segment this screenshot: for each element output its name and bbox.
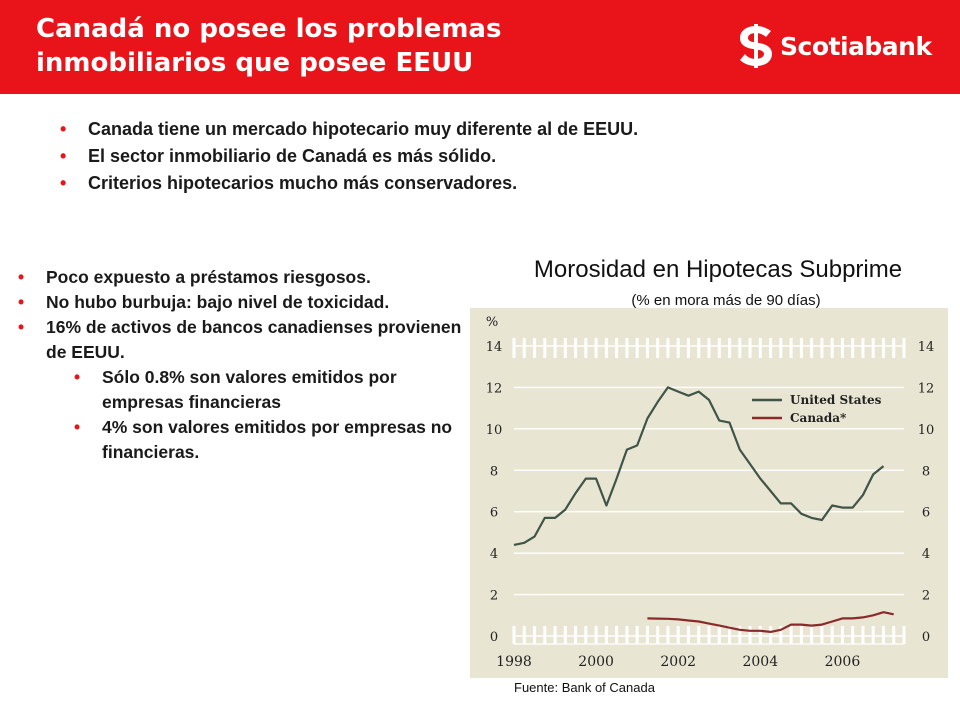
x-tick-label: 2000	[578, 654, 614, 670]
slide-title-line-2: inmobiliarios que posee EEUU	[36, 48, 474, 78]
delinquency-line-chart: 0 0 2 2 4 4 6 6 8 8 10 10 12 12 14 14% 1998 2000 2002 2004 2…	[470, 308, 948, 678]
legend-label: United States	[790, 393, 882, 407]
bullet-text: Criterios hipotecarios mucho más conserv…	[88, 173, 518, 193]
y-tick-label-left: 14	[486, 340, 503, 355]
top-bullet-list: • Canada tiene un mercado hipotecario muy…	[60, 116, 638, 197]
y-tick-label-right: 0	[922, 630, 930, 645]
left-bullet-item: • No hubo burbuja: bajo nivel de toxicida…	[18, 290, 466, 315]
bullet-text: Canada tiene un mercado hipotecario muy …	[88, 119, 639, 139]
x-tick-label: 1998	[496, 654, 532, 670]
left-sub-bullet-item: • 4% son valores emitidos por empresas no…	[74, 415, 466, 465]
top-bullet-item: • Canada tiene un mercado hipotecario muy…	[60, 116, 638, 143]
series-line-canada	[647, 611, 894, 633]
legend-label: Canada*	[790, 411, 847, 425]
title-banner: Canadá no posee los problemas inmobiliar…	[0, 0, 960, 94]
y-tick-label-left: 12	[486, 381, 503, 396]
bullet-text: 16% de activos de bancos canadienses pro…	[46, 317, 462, 362]
top-bullet-item: • Criterios hipotecarios mucho más conser…	[60, 170, 638, 197]
bullet-dot: •	[60, 146, 67, 166]
y-tick-label-left: 6	[490, 506, 498, 521]
left-sub-bullet-item: • Sólo 0.8% son valores emitidos por empr…	[74, 365, 466, 415]
y-tick-label-right: 4	[922, 547, 930, 562]
left-bullet-item: • Poco expuesto a préstamos riesgosos.	[18, 265, 466, 290]
bullet-dot: •	[18, 267, 25, 287]
y-tick-label-right: 12	[918, 381, 935, 396]
chart-panel: 0 0 2 2 4 4 6 6 8 8 10 10 12 12 14 14% 1998 2000 2002 2004 2…	[470, 308, 948, 678]
y-tick-label-left: 4	[490, 547, 498, 562]
y-tick-label-right: 10	[918, 423, 935, 438]
y-tick-label-left: 8	[490, 464, 498, 479]
left-bullet-item: • 16% de activos de bancos canadienses pr…	[18, 315, 466, 365]
series-line-united-states	[513, 386, 885, 546]
bullet-dot: •	[60, 173, 67, 193]
bullet-text: Poco expuesto a préstamos riesgosos.	[46, 267, 371, 287]
slide-title-line-1: Canadá no posee los problemas	[36, 14, 502, 44]
scotiabank-logo: Scotiabank	[736, 24, 932, 68]
y-tick-label-right: 6	[922, 506, 930, 521]
left-bullet-list: • Poco expuesto a préstamos riesgosos. • N…	[18, 265, 466, 465]
y-tick-label-left: 10	[486, 423, 503, 438]
x-tick-label: 2006	[825, 654, 861, 670]
slide-title: Canadá no posee los problemas inmobiliar…	[36, 12, 656, 80]
y-tick-label-left: 2	[490, 589, 498, 604]
x-tick-label: 2002	[660, 654, 696, 670]
bullet-text: El sector inmobiliario de Canadá es más …	[88, 146, 497, 166]
chart-title: Morosidad en Hipotecas Subprime	[533, 256, 903, 283]
bullet-dot: •	[60, 119, 67, 139]
bullet-text: 4% son valores emitidos por empresas no …	[102, 417, 453, 462]
x-tick-label: 2004	[742, 654, 778, 670]
bullet-dot: •	[74, 417, 81, 437]
y-tick-label-right: 14	[918, 340, 935, 355]
chart-source: Fuente: Bank of Canada	[514, 680, 655, 695]
bullet-dot: •	[18, 292, 25, 312]
brand-name: Scotiabank	[780, 31, 932, 61]
bullet-dot: •	[74, 367, 81, 387]
y-tick-label-right: 8	[922, 464, 930, 479]
y-tick-label-right: 2	[922, 589, 930, 604]
y-axis-unit-label: %	[486, 315, 498, 330]
scotiabank-s-icon	[740, 24, 772, 68]
bullet-text: Sólo 0.8% son valores emitidos por empre…	[102, 367, 397, 412]
bullet-dot: •	[18, 317, 25, 337]
y-tick-label-left: 0	[490, 630, 498, 645]
chart-subtitle: (% en mora más de 90 días)	[631, 292, 821, 309]
bullet-text: No hubo burbuja: bajo nivel de toxicidad…	[46, 292, 390, 312]
top-bullet-item: • El sector inmobiliario de Canadá es más…	[60, 143, 638, 170]
